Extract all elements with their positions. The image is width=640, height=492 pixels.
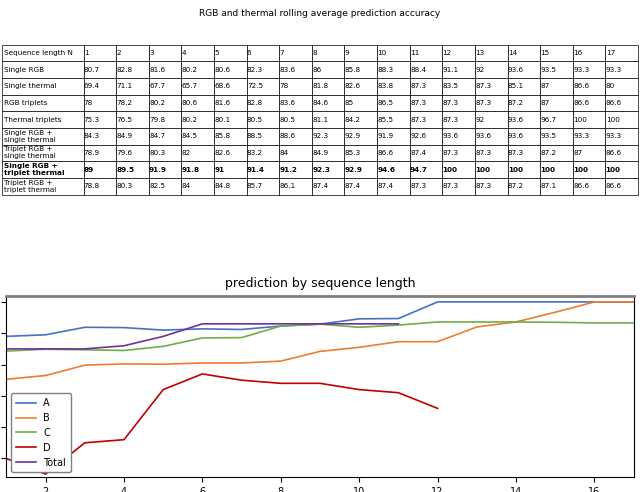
Total xyxy=(159,334,167,339)
C xyxy=(316,321,324,327)
B xyxy=(473,324,481,330)
A xyxy=(630,299,637,305)
Total xyxy=(42,346,49,352)
Total xyxy=(120,343,128,349)
A xyxy=(552,299,559,305)
D xyxy=(277,380,285,386)
Line: A: A xyxy=(6,302,634,337)
D xyxy=(434,405,442,411)
A xyxy=(42,332,49,338)
B xyxy=(512,319,520,325)
A xyxy=(159,327,167,333)
A xyxy=(591,299,598,305)
C xyxy=(81,347,89,353)
C xyxy=(355,324,363,330)
B xyxy=(198,360,206,366)
C xyxy=(120,347,128,353)
D xyxy=(42,471,49,477)
A xyxy=(316,321,324,327)
A xyxy=(198,326,206,332)
C xyxy=(3,348,10,354)
C xyxy=(630,320,637,326)
C xyxy=(473,319,481,325)
A xyxy=(81,324,89,330)
B xyxy=(159,361,167,367)
B xyxy=(591,299,598,305)
C xyxy=(394,322,403,328)
B xyxy=(394,338,403,344)
B xyxy=(552,309,559,315)
D xyxy=(81,440,89,446)
A xyxy=(120,325,128,331)
Total xyxy=(277,321,285,327)
A xyxy=(277,323,285,329)
Total xyxy=(355,321,363,327)
Total xyxy=(238,321,246,327)
Line: Total: Total xyxy=(6,324,398,349)
Total xyxy=(316,321,324,327)
C xyxy=(591,320,598,326)
Title: prediction by sequence length: prediction by sequence length xyxy=(225,277,415,290)
A xyxy=(512,299,520,305)
D xyxy=(159,387,167,393)
Line: D: D xyxy=(6,374,438,474)
B xyxy=(120,361,128,367)
Total xyxy=(394,321,403,327)
C xyxy=(552,319,559,325)
D xyxy=(3,456,10,461)
A xyxy=(473,299,481,305)
C xyxy=(42,346,49,352)
C xyxy=(198,335,206,341)
D xyxy=(238,377,246,383)
A xyxy=(394,315,403,321)
C xyxy=(512,319,520,325)
D xyxy=(394,390,403,396)
B xyxy=(316,348,324,354)
A xyxy=(355,316,363,322)
B xyxy=(238,360,246,366)
D xyxy=(316,380,324,386)
B xyxy=(355,344,363,350)
C xyxy=(238,335,246,340)
D xyxy=(120,437,128,443)
Total xyxy=(198,321,206,327)
Line: B: B xyxy=(6,302,634,379)
B xyxy=(42,372,49,378)
C xyxy=(277,323,285,329)
Total xyxy=(81,346,89,352)
D xyxy=(355,387,363,393)
C xyxy=(434,319,442,325)
C xyxy=(159,343,167,349)
Legend: A, B, C, D, Total: A, B, C, D, Total xyxy=(12,393,71,472)
Total xyxy=(3,346,10,352)
Line: C: C xyxy=(6,322,634,351)
D xyxy=(198,371,206,377)
B xyxy=(277,358,285,364)
B xyxy=(434,338,442,344)
B xyxy=(81,362,89,368)
Title: RGB and thermal rolling average prediction accuracy: RGB and thermal rolling average predicti… xyxy=(200,8,440,18)
A xyxy=(238,327,246,333)
B xyxy=(3,376,10,382)
A xyxy=(3,334,10,339)
A xyxy=(434,299,442,305)
B xyxy=(630,299,637,305)
